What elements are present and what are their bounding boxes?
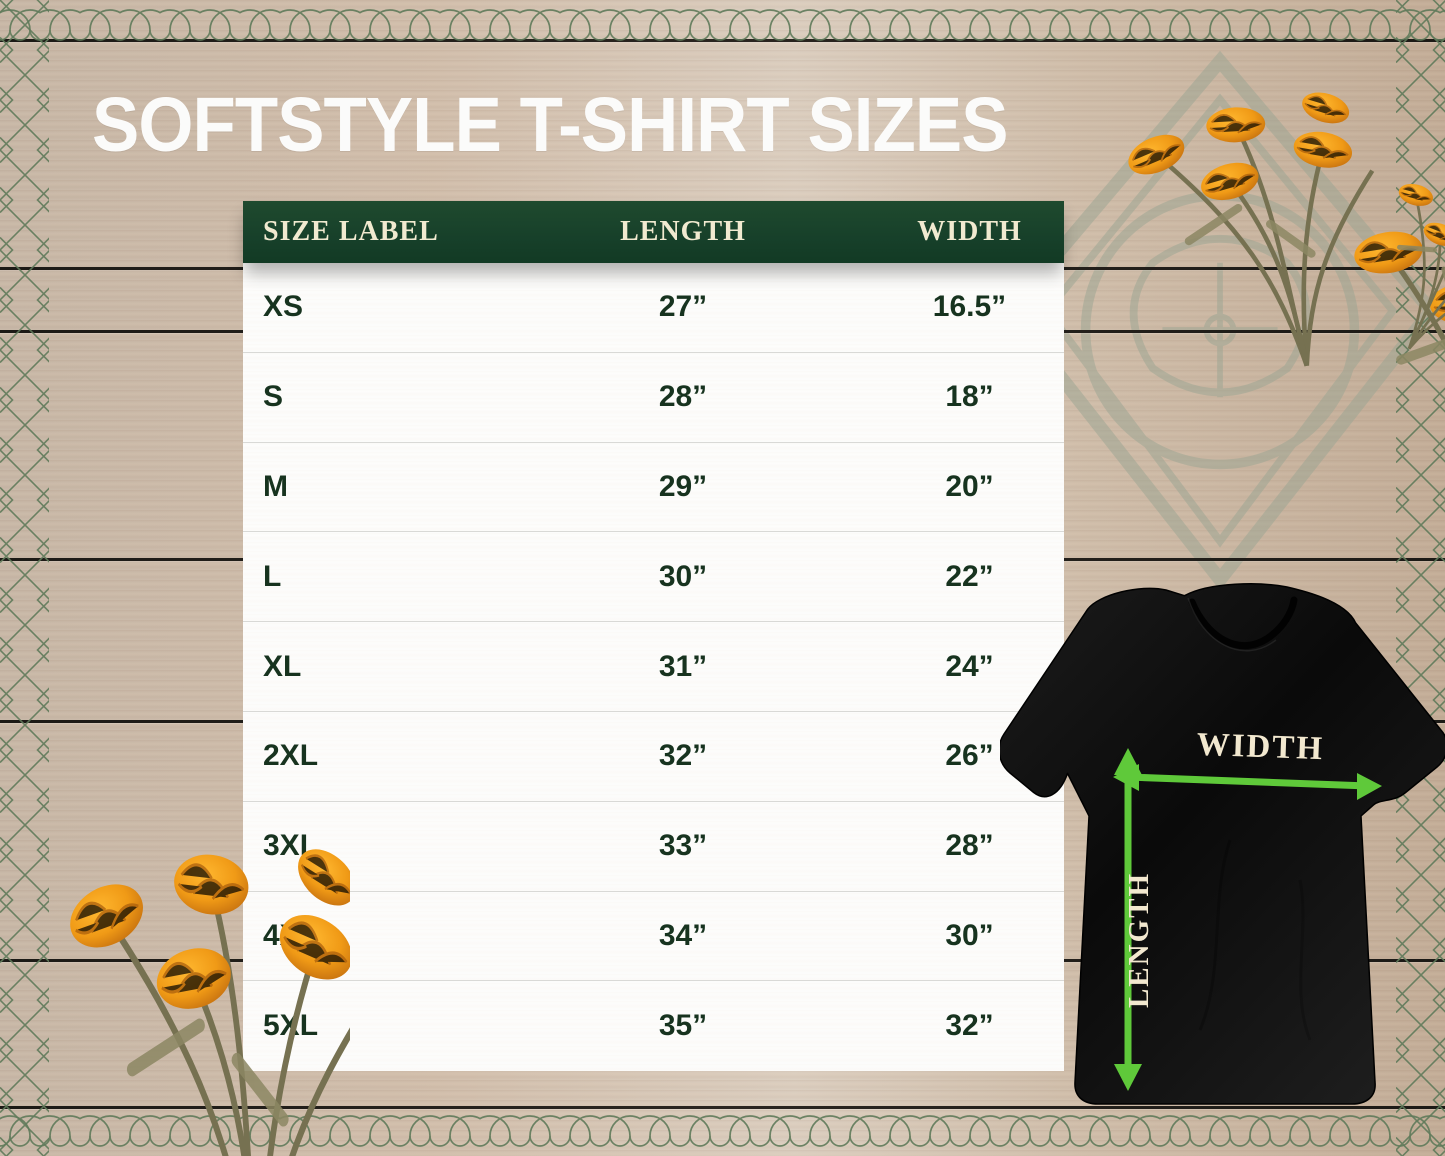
svg-text:LENGTH: LENGTH bbox=[1123, 872, 1155, 1008]
svg-text:WIDTH: WIDTH bbox=[1196, 727, 1325, 767]
